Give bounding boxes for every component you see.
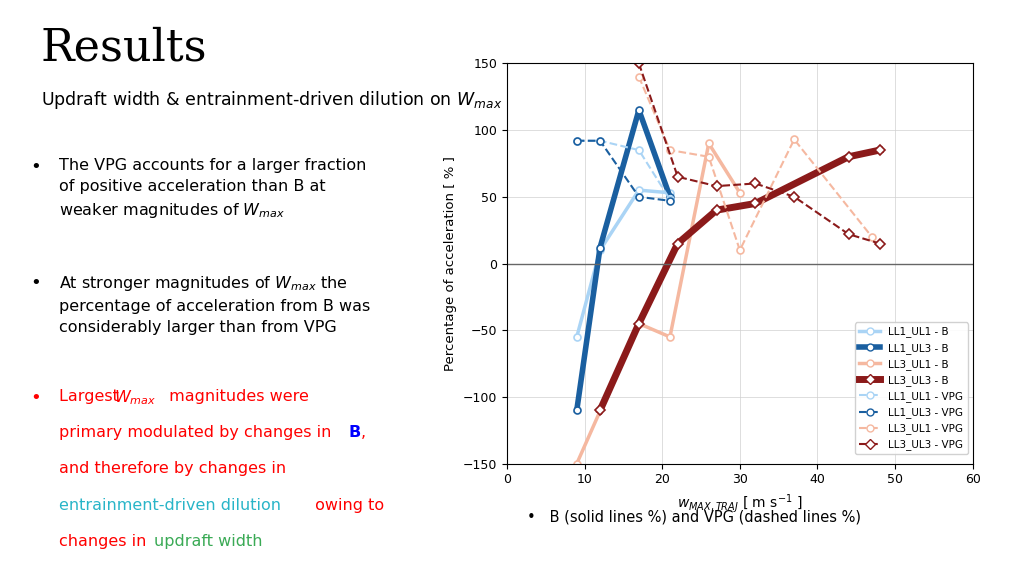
Text: At stronger magnitudes of $W_{max}$ the
percentage of acceleration from B was
co: At stronger magnitudes of $W_{max}$ the … (59, 274, 370, 335)
X-axis label: $w_{MAX, TRAJ}$ [ m s$^{-1}$ ]: $w_{MAX, TRAJ}$ [ m s$^{-1}$ ] (677, 492, 803, 515)
Text: •: • (31, 389, 41, 407)
Text: changes in: changes in (59, 534, 152, 549)
Text: entrainment-driven dilution: entrainment-driven dilution (59, 498, 281, 513)
Text: $W_{max}$: $W_{max}$ (115, 389, 157, 407)
Text: •: • (31, 158, 41, 176)
Y-axis label: Percentage of acceleration [ % ]: Percentage of acceleration [ % ] (444, 156, 458, 371)
Text: •: • (31, 274, 41, 291)
Text: magnitudes were: magnitudes were (164, 389, 308, 404)
Text: B: B (348, 425, 360, 440)
Text: Largest: Largest (59, 389, 124, 404)
Text: The VPG accounts for a larger fraction
of positive acceleration than B at
weaker: The VPG accounts for a larger fraction o… (59, 158, 367, 221)
Text: updraft width: updraft width (154, 534, 262, 549)
Text: ,: , (360, 425, 367, 440)
Legend: LL1_UL1 - B, LL1_UL3 - B, LL3_UL1 - B, LL3_UL3 - B, LL1_UL1 - VPG, LL1_UL3 - VPG: LL1_UL1 - B, LL1_UL3 - B, LL3_UL1 - B, L… (855, 323, 968, 454)
Text: and therefore by changes in: and therefore by changes in (59, 461, 286, 476)
Text: Results: Results (41, 26, 208, 69)
Text: •   B (solid lines %) and VPG (dashed lines %): • B (solid lines %) and VPG (dashed line… (527, 510, 861, 525)
Text: Updraft width & entrainment-driven dilution on $W_{max}$: Updraft width & entrainment-driven dilut… (41, 89, 502, 111)
Text: owing to: owing to (309, 498, 384, 513)
Text: primary modulated by changes in: primary modulated by changes in (59, 425, 336, 440)
